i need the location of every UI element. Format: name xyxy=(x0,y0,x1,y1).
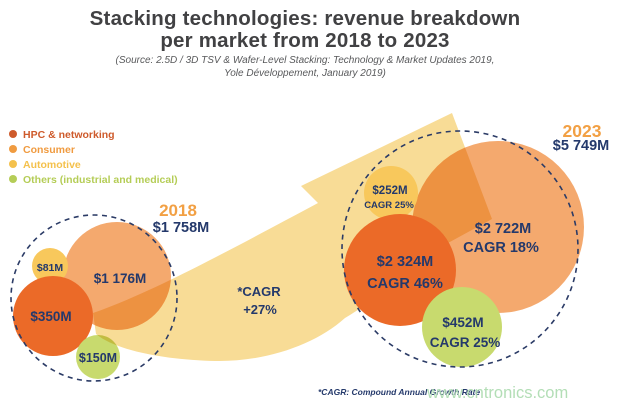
dashed-outline-2023 xyxy=(341,130,579,368)
page-title-line1: Stacking technologies: revenue breakdown xyxy=(90,7,521,30)
legend-label-others: Others (industrial and medical) xyxy=(23,174,178,186)
legend-label-hpc: HPC & networking xyxy=(23,129,115,141)
cluster-2023 xyxy=(344,166,502,367)
legend-label-automotive: Automotive xyxy=(23,159,81,171)
overall-cagr-line1: *CAGR xyxy=(237,284,281,299)
cagr-2023-automotive: CAGR 25% xyxy=(364,200,414,211)
watermark-text: www.cntronics.com xyxy=(426,384,568,402)
value-2023-consumer: $2 722M xyxy=(475,221,531,237)
legend-item-consumer: Consumer xyxy=(9,144,75,156)
year-label-2018: 2018 xyxy=(159,201,197,220)
legend-dot-consumer-icon xyxy=(9,145,17,153)
bubble-2023-automotive xyxy=(364,166,418,220)
legend: HPC & networking Consumer Automotive Oth… xyxy=(9,129,178,186)
total-label-2023: $5 749M xyxy=(553,138,609,154)
legend-dot-hpc-icon xyxy=(9,130,17,138)
value-2018-consumer: $1 176M xyxy=(94,271,147,286)
value-2023-hpc: $2 324M xyxy=(377,254,433,270)
source-subtitle-line2: Yole Développement, January 2019) xyxy=(224,68,386,79)
legend-label-consumer: Consumer xyxy=(23,144,75,156)
cagr-footnote: *CAGR: Compound Annual Growth Rate xyxy=(318,387,480,397)
value-2018-hpc: $350M xyxy=(30,309,71,324)
value-2018-others: $150M xyxy=(79,351,117,365)
bubble-2023-others xyxy=(422,287,502,367)
bubble-2023-hpc xyxy=(344,214,456,326)
total-label-2018: $1 758M xyxy=(153,220,209,236)
overall-cagr-line2: +27% xyxy=(243,302,277,317)
cagr-2023-consumer: CAGR 18% xyxy=(463,240,539,256)
legend-item-hpc: HPC & networking xyxy=(9,129,115,141)
page-title-line2: per market from 2018 to 2023 xyxy=(160,29,449,52)
cagr-2023-others: CAGR 25% xyxy=(430,335,501,350)
bubble-2018-hpc xyxy=(13,276,93,356)
cagr-2023-hpc: CAGR 46% xyxy=(367,276,443,292)
legend-dot-others-icon xyxy=(9,175,17,183)
bubble-2018-automotive xyxy=(32,248,68,284)
value-2023-others: $452M xyxy=(442,315,483,330)
dashed-outline-2018 xyxy=(10,214,178,382)
legend-item-others: Others (industrial and medical) xyxy=(9,174,178,186)
value-2023-automotive: $252M xyxy=(372,185,407,197)
year-label-2023: 2023 xyxy=(563,121,602,141)
legend-item-automotive: Automotive xyxy=(9,159,81,171)
source-subtitle-line1: (Source: 2.5D / 3D TSV & Wafer-Level Sta… xyxy=(116,55,495,66)
value-2018-automotive: $81M xyxy=(37,262,64,274)
bubble-2018-others xyxy=(76,335,120,379)
cluster-2018 xyxy=(13,222,171,379)
legend-dot-automotive-icon xyxy=(9,160,17,168)
